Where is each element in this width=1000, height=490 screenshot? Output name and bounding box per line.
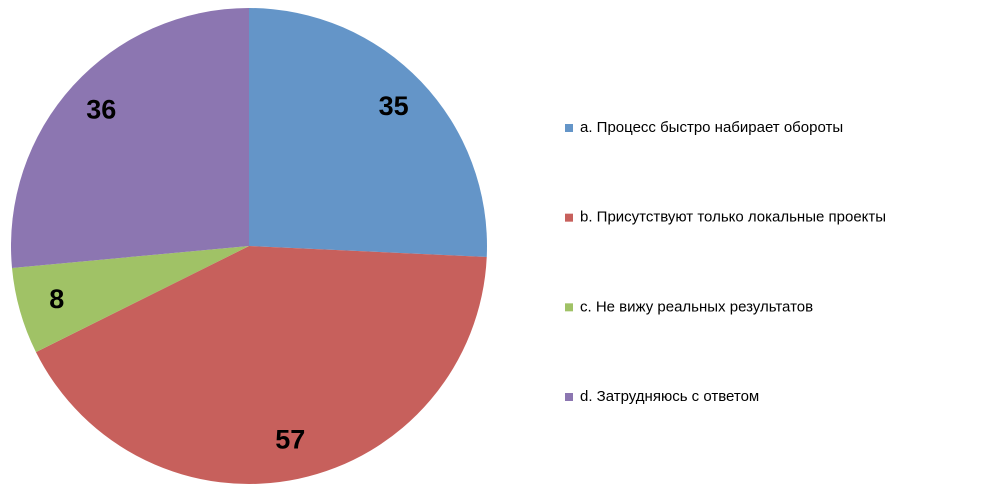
- legend-swatch: [565, 124, 573, 132]
- data-label: 35: [379, 91, 409, 121]
- legend-swatch: [565, 393, 573, 401]
- legend-label: b. Присутствуют только локальные проекты: [580, 209, 886, 226]
- pie-slice: [249, 8, 487, 257]
- legend-label: a. Процесс быстро набирает обороты: [580, 119, 843, 136]
- data-label: 36: [86, 94, 116, 124]
- legend-swatch: [565, 213, 573, 222]
- pie-slice: [10, 8, 250, 268]
- legend-label: d. Затрудняюсь с ответом: [580, 388, 759, 405]
- pie-slice: [12, 246, 250, 353]
- data-label: 8: [49, 284, 64, 314]
- legend-label: c. Не вижу реальных результатов: [580, 298, 813, 315]
- pie-slice: [35, 246, 487, 485]
- data-label: 57: [275, 425, 305, 455]
- legend-swatch: [565, 303, 573, 312]
